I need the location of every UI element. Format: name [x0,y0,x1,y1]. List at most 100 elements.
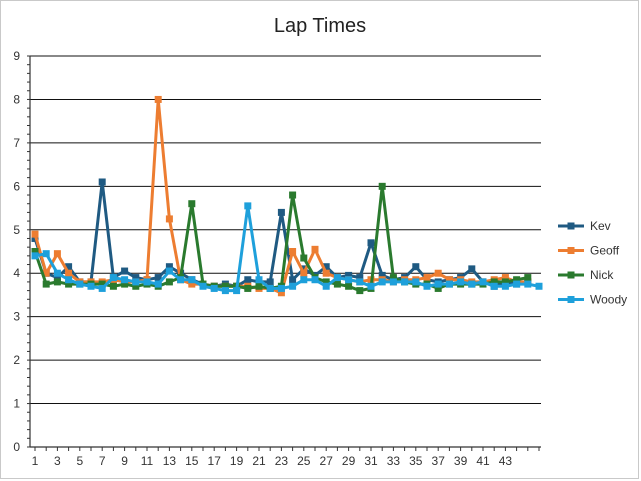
data-point [277,289,285,297]
x-tick-label: 25 [297,454,311,468]
series [31,95,543,297]
legend-item: Geoff [558,244,620,258]
y-tick-label: 2 [13,353,20,367]
data-point [188,276,196,284]
data-point [154,274,162,282]
y-tick-label: 1 [13,397,20,411]
data-point [177,276,185,284]
chart-title: Lap Times [274,15,366,37]
x-tick-label: 11 [141,454,154,468]
data-point [210,284,218,292]
data-point [501,274,509,282]
x-tick-label: 39 [454,454,468,468]
x-tick-label: 23 [275,454,289,468]
data-point [132,278,140,286]
x-tick-label: 31 [364,454,378,468]
data-point [132,274,140,282]
x-tick-label: 7 [99,454,106,468]
data-point [289,276,297,284]
data-point [434,269,442,277]
data-point [378,271,386,279]
data-point [311,276,319,284]
y-tick-label: 9 [13,49,20,63]
data-point [221,282,229,290]
data-point [513,276,521,284]
data-point [42,250,50,258]
data-point [345,276,353,284]
x-tick-label: 17 [208,454,222,468]
y-tick-label: 6 [13,179,20,193]
data-point [501,278,509,286]
data-point [31,252,39,260]
x-tick-label: 15 [185,454,199,468]
legend-item: Woody [558,293,627,307]
data-point [333,274,341,282]
data-point [300,254,308,262]
data-point [445,280,453,288]
data-point [322,282,330,290]
y-tick-label: 7 [13,136,20,150]
series-line [33,97,528,295]
data-point [165,267,173,275]
data-point [165,263,173,271]
data-point [244,202,252,210]
data-point [289,248,297,255]
data-point [42,280,50,288]
data-point [423,274,431,282]
data-point [87,282,95,290]
data-point [65,280,73,288]
data-point [434,280,442,288]
data-point [457,278,465,286]
series-geoff [31,95,532,297]
data-point [277,284,285,292]
data-point [165,278,173,286]
data-point [255,282,263,290]
data-point [31,248,39,255]
x-tick-label: 9 [121,454,128,468]
data-point [121,280,129,288]
data-point [266,278,274,286]
data-point [322,278,330,286]
data-point [356,287,364,295]
gridlines [30,55,541,405]
data-point [345,271,353,279]
x-tick-label: 41 [476,454,490,468]
data-point [121,267,129,275]
data-point [311,245,319,253]
data-point [524,274,532,282]
x-tick-label: 37 [432,454,446,468]
data-point [490,282,498,290]
x-tick-label: 35 [409,454,423,468]
data-point [255,276,263,284]
legend: Kev Geoff Nick Woody [558,219,627,307]
data-point [31,230,39,238]
x-tick-label: 29 [342,454,356,468]
data-point [479,278,487,286]
x-tick-label: 43 [499,454,513,468]
x-tick-label: 5 [76,454,83,468]
data-point [468,265,476,273]
data-point [412,263,420,271]
legend-label: Kev [590,219,611,233]
data-point [513,280,521,288]
data-point [490,278,498,286]
data-point [468,280,476,288]
x-tick-label: 21 [252,454,266,468]
data-point [143,278,151,286]
data-point [244,284,252,292]
data-point [378,278,386,286]
y-tick-label: 3 [13,310,20,324]
data-point [322,263,330,271]
data-point [233,287,241,295]
data-point [65,263,73,271]
legend-item: Kev [558,219,611,233]
data-point [154,95,162,103]
x-tick-label: 1 [32,454,39,468]
legend-swatch-marker [567,271,575,279]
y-tick-label: 0 [13,440,20,454]
y-tick-label: 5 [13,223,20,237]
x-tick-label: 33 [387,454,401,468]
data-point [199,282,207,290]
data-point [109,274,117,282]
